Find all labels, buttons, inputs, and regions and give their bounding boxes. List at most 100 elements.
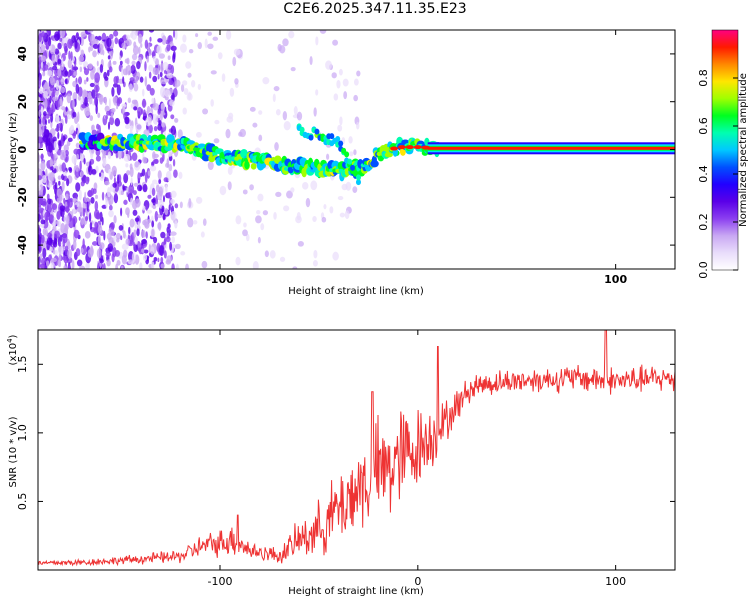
spectrogram-cell (313, 249, 318, 259)
spectrogram-cell (79, 160, 82, 172)
spectrogram-cell (132, 45, 139, 56)
spectrogram-cell (137, 106, 143, 116)
spectrogram-cell (158, 53, 165, 59)
spectrogram-cell (38, 185, 42, 191)
spectrogram-cell (49, 77, 55, 83)
spectrogram-cell (132, 209, 138, 216)
spectrogram-cell (40, 263, 45, 269)
spectrogram-cell (124, 116, 130, 125)
spectrogram-cell (40, 234, 45, 244)
spectrogram-cell (152, 159, 159, 164)
spectrogram-cell (46, 232, 53, 238)
spectrogram-cell (157, 109, 161, 115)
spectrogram-cell (200, 231, 205, 238)
spectrogram-cell (167, 223, 171, 229)
spectrogram-cell (107, 243, 113, 252)
spectrogram-cell (210, 99, 214, 107)
spectrogram-cell (157, 73, 160, 80)
spectrogram-cell (121, 42, 127, 50)
spectrogram-cell (159, 157, 164, 164)
spectrogram-cell (58, 180, 61, 186)
spectrogram-cell (168, 163, 173, 172)
spectrogram-cell (106, 69, 110, 77)
chart-title: C2E6.2025.347.11.35.E23 (283, 1, 467, 17)
spectrogram-cell (163, 177, 169, 183)
spectrogram-cell (57, 42, 62, 50)
spectrogram-cell (104, 105, 110, 113)
spectrogram-cell (282, 38, 289, 47)
spectrogram-cell (169, 241, 173, 251)
spectrogram-cell (235, 215, 242, 225)
spectrogram-cell (145, 231, 148, 239)
spectrogram-cell (129, 119, 132, 127)
spectrogram-cell (89, 221, 93, 230)
spectrogram-cell (97, 234, 101, 246)
spectrogram-cell (174, 220, 178, 229)
spectrogram-cell (127, 97, 132, 104)
spectrogram-cell (130, 197, 133, 206)
spectrogram-cell (175, 263, 179, 269)
spectrogram-cell (104, 96, 107, 106)
spectrogram-cell (293, 106, 298, 115)
spectrogram-cell (88, 212, 92, 223)
spectrogram-cell (350, 164, 356, 171)
spectrogram-cell (141, 239, 147, 245)
spectrogram-cells (38, 30, 675, 269)
spectrogram-cell (173, 169, 178, 178)
spectrogram-cell (192, 220, 198, 225)
spectrogram-cell (52, 96, 58, 102)
spectrogram-cell (43, 111, 47, 117)
spectrogram-cell (249, 106, 256, 112)
spectrogram-cell (314, 128, 320, 135)
spectrogram-cell (64, 245, 69, 252)
spectrogram-cell (413, 145, 422, 150)
spectrogram-cell (183, 88, 189, 96)
spectrogram-cell (156, 190, 163, 201)
spectrogram-cell (73, 229, 80, 239)
spectrogram-cell (120, 190, 124, 196)
spectrogram-cell (257, 193, 264, 202)
spectrogram-cell (158, 178, 162, 185)
spectrogram-cell (76, 259, 83, 267)
spectrogram-y-ticks: -40 -20 0 20 40 (16, 46, 675, 255)
spectrogram-cell (153, 120, 158, 125)
spectrogram-cell (124, 124, 131, 130)
spectrogram-cell (153, 256, 158, 262)
spectrogram-cell (123, 199, 128, 205)
spectrogram-cell (71, 197, 77, 203)
spectrogram-cell (61, 162, 67, 173)
spectrogram-cell (151, 187, 156, 197)
spectrogram-cell (108, 33, 114, 40)
spectrogram-cell (49, 95, 52, 104)
spectrogram-cell (96, 248, 102, 259)
spectrogram-cell (123, 173, 129, 184)
spectrogram-cell (286, 190, 293, 199)
spectrogram-cell (87, 30, 94, 33)
spectrogram-cell (405, 145, 414, 150)
spectrogram-cell (297, 241, 304, 247)
spectrogram-cell (339, 116, 343, 126)
spectrogram-cell (84, 191, 87, 203)
spectrogram-cell (83, 90, 88, 97)
spectrogram-cell (63, 265, 67, 269)
spectrogram-cell (45, 168, 48, 177)
spectrogram-cell (38, 234, 41, 245)
spectrogram-cell (325, 60, 332, 70)
spectrogram-cell (212, 36, 219, 41)
spectrogram-cell (92, 50, 97, 58)
spectrogram-cell (67, 265, 72, 269)
spectrogram-cell (80, 247, 84, 254)
spectrogram-cell (152, 55, 157, 62)
spectrogram-cell (371, 155, 377, 165)
spectrogram-cell (41, 198, 47, 207)
spectrogram-cell (61, 57, 64, 67)
spectrogram-cell (138, 46, 141, 55)
spectrogram-cell (68, 50, 71, 61)
spectrogram-cell (163, 250, 167, 259)
spectrogram-cell (59, 30, 66, 38)
spectrogram-cell (84, 231, 91, 239)
spectrogram-cell (172, 159, 176, 167)
spectrogram-cell (201, 260, 208, 269)
spectrogram-cell (182, 34, 187, 43)
spectrogram-cell (166, 44, 171, 52)
